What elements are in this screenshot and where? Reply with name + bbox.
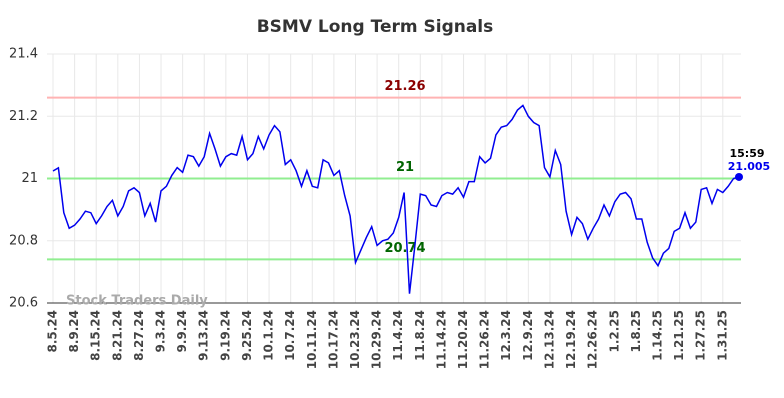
x-tick-label: 11.8.24 [413,310,427,361]
x-tick-label: 12.19.24 [564,310,578,369]
signal-label: 20.74 [384,241,425,256]
last-time: 15:59 [729,147,764,160]
x-tick-label: 8.9.24 [67,310,81,353]
x-tick-label: 1.21.25 [672,310,686,361]
y-tick-label: 21 [21,171,38,186]
x-tick-label: 1.2.25 [607,310,621,353]
x-tick-label: 8.5.24 [46,310,60,353]
x-tick-label: 11.4.24 [391,310,405,361]
x-tick-label: 11.14.24 [434,310,448,369]
last-point [735,172,743,181]
watermark: Stock Traders Daily [66,294,208,309]
x-tick-label: 10.17.24 [326,310,340,369]
y-tick-label: 20.8 [9,233,38,248]
x-tick-label: 1.31.25 [715,310,729,361]
x-tick-label: 10.7.24 [283,310,297,361]
x-tick-label: 9.13.24 [197,310,211,361]
x-tick-label: 10.1.24 [262,310,276,361]
x-tick-label: 9.19.24 [218,310,232,361]
x-tick-label: 9.25.24 [240,310,254,361]
x-tick-label: 8.15.24 [89,310,103,361]
price-line [52,104,740,294]
y-tick-label: 21.4 [9,47,38,62]
x-tick-label: 9.9.24 [175,310,189,353]
x-tick-label: 11.26.24 [478,310,492,369]
y-tick-label: 21.2 [9,109,38,124]
x-tick-label: 12.13.24 [542,310,556,369]
chart-title: BSMV Long Term Signals [257,17,494,37]
signal-label: 21.26 [384,79,425,94]
x-tick-label: 10.11.24 [305,310,319,369]
signal-label: 21 [396,160,414,175]
x-tick-label: 1.14.25 [650,310,664,361]
x-tick-label: 11.20.24 [456,310,470,369]
last-value: 21.005 [728,160,770,173]
x-tick-label: 12.9.24 [521,310,535,361]
x-tick-label: 1.27.25 [694,310,708,361]
x-tick-label: 10.23.24 [348,310,362,369]
x-tick-label: 12.3.24 [499,310,513,361]
x-tick-label: 12.26.24 [586,310,600,369]
y-tick-label: 20.6 [9,296,38,311]
x-tick-label: 8.27.24 [132,310,146,361]
x-tick-label: 1.8.25 [629,310,643,353]
x-tick-label: 10.29.24 [370,310,384,369]
x-tick-label: 8.21.24 [110,310,124,361]
x-tick-label: 9.3.24 [154,310,168,353]
